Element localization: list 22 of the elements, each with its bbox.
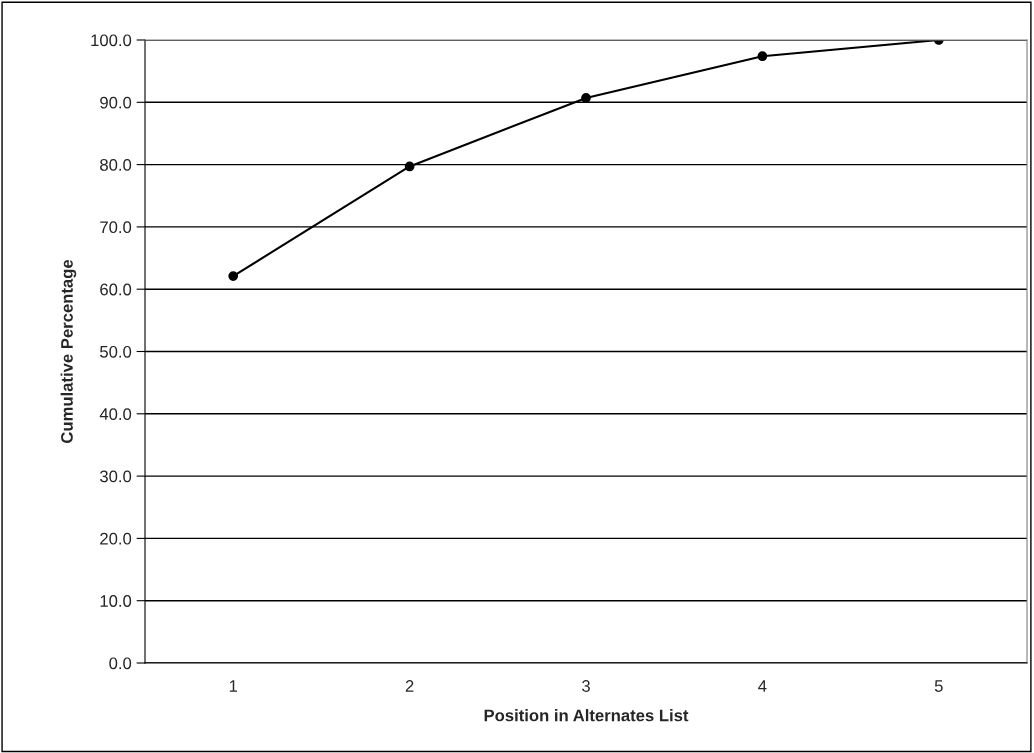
point (757, 51, 768, 62)
point (228, 271, 239, 281)
x-tick-label: 1 (229, 680, 238, 692)
y-tick-label: 0.0 (109, 657, 132, 670)
point (581, 93, 591, 103)
y-tick-label: 20.0 (100, 532, 132, 545)
y-tick-label: 60.0 (100, 283, 132, 296)
point (404, 161, 415, 172)
y-tick-label: 80.0 (100, 159, 132, 171)
y-tick-label: 50.0 (100, 345, 132, 358)
x-axis-title: Position in Alternates List (484, 709, 689, 722)
y-tick-label: 90.0 (100, 96, 132, 109)
y-tick-label: 70.0 (100, 221, 132, 234)
x-tick-label: 3 (582, 680, 590, 692)
y-tick-label: 100.0 (91, 34, 132, 47)
y-tick-label: 30.0 (100, 470, 132, 483)
x-tick-label: 4 (758, 680, 767, 692)
x-tick-label: 2 (405, 680, 414, 692)
x-tick-label: 5 (934, 680, 943, 692)
y-tick-label: 10.0 (100, 595, 132, 607)
y-tick-label: 40.0 (99, 408, 132, 420)
y-axis-title: Cumulative Percentage (60, 259, 77, 443)
